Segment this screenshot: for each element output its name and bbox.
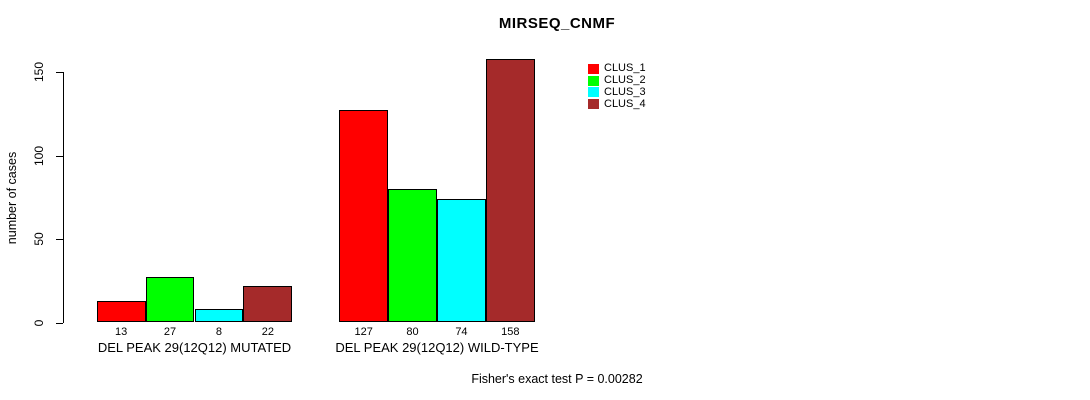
bar-value-label: 8: [215, 326, 222, 338]
legend-label: CLUS_3: [604, 85, 646, 98]
y-tick: [56, 322, 63, 324]
bar-value-label: 22: [261, 326, 274, 338]
bar-value-label: 27: [163, 326, 177, 338]
bar: [485, 58, 535, 323]
group-label: DEL PEAK 29(12Q12) MUTATED: [97, 340, 292, 355]
y-tick: [56, 72, 63, 73]
bar-value-label: 158: [501, 326, 520, 338]
legend-label: CLUS_4: [604, 97, 646, 110]
legend-row: CLUS_3: [588, 85, 646, 99]
y-axis-line: [63, 72, 64, 323]
bar-value-label: 127: [354, 326, 373, 338]
y-axis-label: number of cases: [5, 151, 19, 245]
legend-swatch-icon: [588, 99, 599, 110]
y-tick-label: 100: [32, 145, 46, 166]
legend-row: CLUS_1: [588, 63, 646, 75]
bar: [96, 300, 146, 323]
group-label: DEL PEAK 29(12Q12) WILD-TYPE: [335, 340, 539, 355]
legend-row: CLUS_4: [588, 98, 646, 110]
bar-value-label: 13: [115, 326, 128, 338]
legend-swatch-icon: [588, 75, 599, 86]
bar-value-label: 80: [406, 326, 419, 338]
bar: [243, 285, 293, 323]
y-tick: [56, 155, 63, 157]
legend-label: CLUS_2: [604, 74, 646, 87]
bar: [339, 110, 389, 323]
bar: [145, 277, 195, 323]
chart-title: MIRSEQ_CNMF: [498, 15, 616, 32]
bar: [437, 198, 486, 323]
legend-swatch-icon: [588, 87, 599, 98]
bar: [194, 309, 244, 323]
y-tick: [56, 239, 63, 240]
y-tick-label: 150: [32, 61, 46, 83]
bar: [388, 188, 437, 323]
y-tick-label: 50: [32, 232, 46, 246]
fisher-test-annotation: Fisher's exact test P = 0.00282: [471, 372, 643, 386]
legend-label: CLUS_1: [604, 62, 646, 75]
legend-swatch-icon: [588, 63, 599, 74]
bar-value-label: 74: [455, 326, 468, 338]
legend: CLUS_1 CLUS_2 CLUS_3 CLUS_4: [588, 63, 646, 110]
legend-row: CLUS_2: [588, 75, 646, 87]
y-tick-label: 0: [32, 319, 46, 326]
